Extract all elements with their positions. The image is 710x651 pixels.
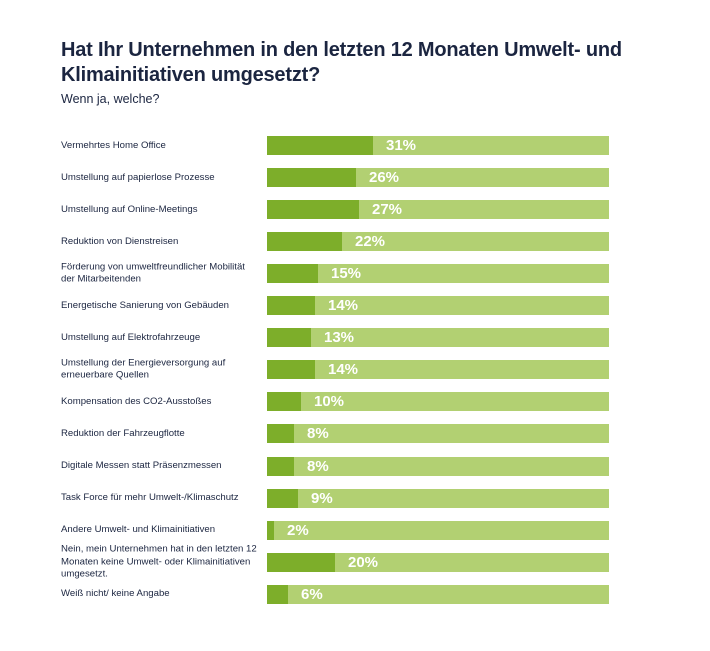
bar-track: 15% <box>267 264 609 284</box>
bar-track: 8% <box>267 424 609 444</box>
bar-row: Förderung von umweltfreundlicher Mobilit… <box>0 261 710 285</box>
category-label: Umstellung auf Elektrofahrzeuge <box>61 331 201 343</box>
value-label: 26% <box>369 169 400 187</box>
category-label: Andere Umwelt- und Klimainitiativen <box>61 523 216 535</box>
bar-track: 9% <box>267 488 609 508</box>
bar <box>267 296 315 316</box>
bar-track: 26% <box>267 168 609 188</box>
bar-track: 6% <box>267 584 609 604</box>
bar <box>267 488 298 508</box>
value-label: 14% <box>328 297 359 315</box>
category-label: Umstellung auf Online-Meetings <box>61 203 198 215</box>
bar-track: 10% <box>267 392 609 412</box>
category-label: Förderung von umweltfreundlicher Mobilit… <box>61 261 245 285</box>
bar-track: 2% <box>267 520 609 540</box>
value-label: 8% <box>307 457 329 475</box>
bar <box>267 264 318 284</box>
bar-row: Reduktion der Fahrzeugflotte 8% <box>0 424 710 444</box>
category-label: Kompensation des CO2-Ausstoßes <box>61 395 212 407</box>
category-label: Vermehrtes Home Office <box>61 139 166 151</box>
value-label: 2% <box>287 521 309 539</box>
bar <box>267 168 356 188</box>
bar-track: 8% <box>267 456 609 476</box>
bar-row: Umstellung auf Online-Meetings 27% <box>0 200 710 220</box>
bar <box>267 200 359 220</box>
bar-track: 27% <box>267 200 609 220</box>
bar-track: 31% <box>267 136 609 155</box>
value-label: 10% <box>314 393 345 411</box>
bar-row: Vermehrtes Home Office 31% <box>0 136 710 156</box>
bar <box>267 392 301 412</box>
bar-row: Kompensation des CO2-Ausstoßes 10% <box>0 392 710 412</box>
bar-row: Reduktion von Dienstreisen 22% <box>0 232 710 252</box>
category-label: Weiß nicht/ keine Angabe <box>61 587 170 599</box>
value-label: 6% <box>301 585 323 603</box>
bar-row: Digitale Messen statt Präsenzmessen 8% <box>0 456 710 477</box>
category-label: Reduktion der Fahrzeugflotte <box>61 427 185 439</box>
bar-row: Andere Umwelt- und Klimainitiativen 2% <box>0 520 710 541</box>
category-label: Digitale Messen statt Präsenzmessen <box>61 459 222 471</box>
value-label: 20% <box>348 553 379 571</box>
bar-row: Weiß nicht/ keine Angabe 6% <box>0 584 710 605</box>
bar <box>267 424 294 444</box>
bar <box>267 584 288 604</box>
bar-row: Task Force für mehr Umwelt-/Klimaschutz 9… <box>0 488 710 509</box>
bar <box>267 232 342 252</box>
bar-row: Umstellung der Energieversorgung auf ern… <box>0 357 710 381</box>
value-label: 27% <box>372 201 403 219</box>
bar-row: Nein, mein Unternehmen hat in den letzte… <box>0 543 710 579</box>
value-label: 22% <box>355 233 386 251</box>
value-label: 31% <box>386 137 417 154</box>
value-label: 8% <box>307 425 329 443</box>
bar <box>267 552 335 572</box>
chart-title: Hat Ihr Unternehmen in den letzten 12 Mo… <box>61 39 622 86</box>
category-label: Energetische Sanierung von Gebäuden <box>61 299 230 311</box>
bar <box>267 136 373 155</box>
value-label: 9% <box>311 489 333 507</box>
value-label: 13% <box>324 329 355 347</box>
bar-track: 20% <box>267 552 609 572</box>
bar-track: 22% <box>267 232 609 252</box>
category-label: Nein, mein Unternehmen hat in den letzte… <box>61 543 257 580</box>
value-label: 14% <box>328 361 359 379</box>
bar-track: 13% <box>267 328 609 348</box>
category-label: Umstellung auf papierlose Prozesse <box>61 171 215 183</box>
value-label: 15% <box>331 265 362 283</box>
bar <box>267 456 294 476</box>
bar <box>267 360 315 380</box>
bar-track: 14% <box>267 296 609 316</box>
category-label: Reduktion von Dienstreisen <box>61 235 179 247</box>
bar <box>267 328 311 348</box>
chart-subtitle: Wenn ja, welche? <box>61 92 160 106</box>
category-label: Task Force für mehr Umwelt-/Klimaschutz <box>61 491 239 503</box>
bar <box>267 520 274 540</box>
bar-row: Energetische Sanierung von Gebäuden 14% <box>0 296 710 316</box>
bar-track: 14% <box>267 360 609 380</box>
category-label: Umstellung der Energieversorgung auf ern… <box>61 357 226 381</box>
bar-row: Umstellung auf Elektrofahrzeuge 13% <box>0 328 710 348</box>
bar-row: Umstellung auf papierlose Prozesse 26% <box>0 168 710 188</box>
